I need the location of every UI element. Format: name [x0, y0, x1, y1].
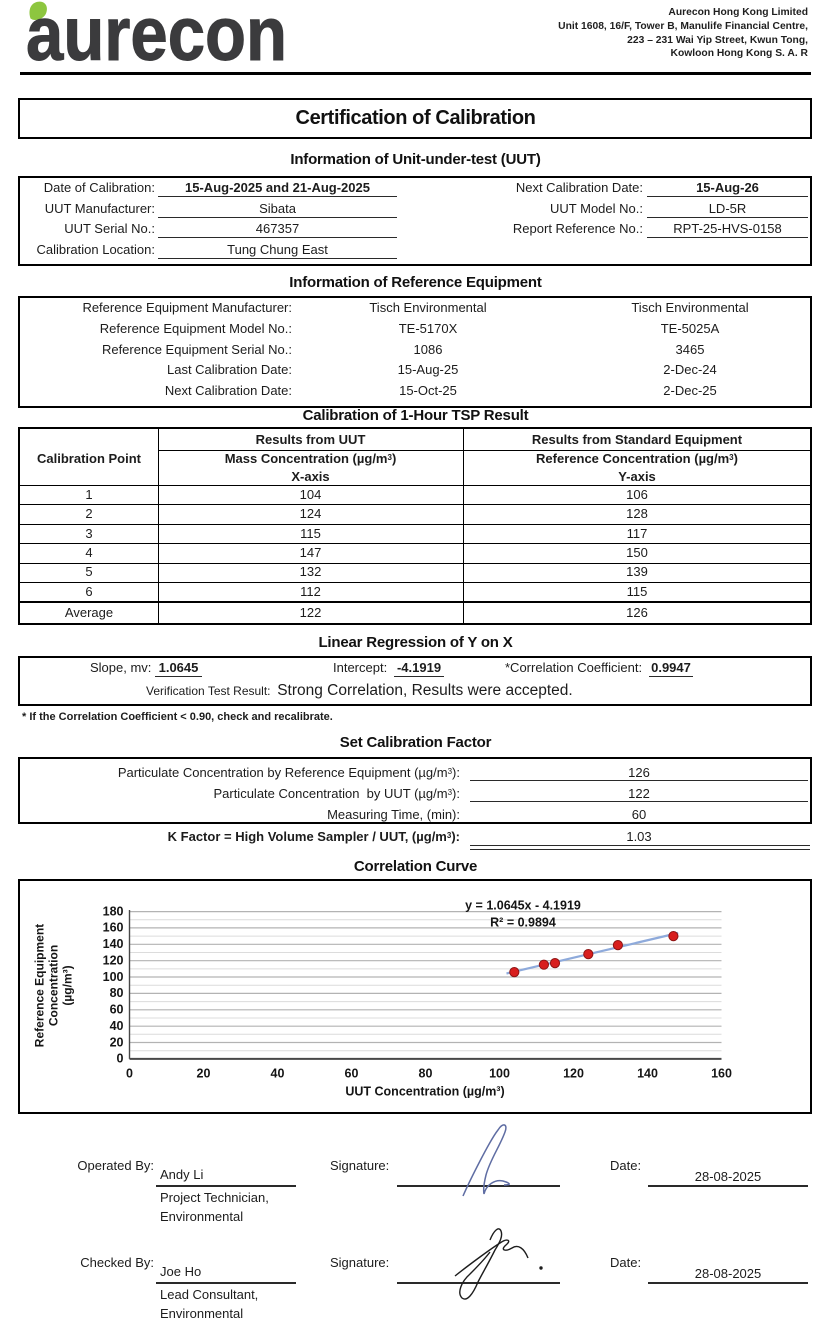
svg-text:120: 120: [563, 1066, 584, 1080]
svg-text:Reference Equipment: Reference Equipment: [32, 923, 46, 1046]
svg-text:100: 100: [489, 1066, 510, 1080]
svg-text:0: 0: [126, 1066, 133, 1080]
svg-text:20: 20: [109, 1035, 123, 1049]
svg-text:180: 180: [102, 904, 123, 918]
svg-text:40: 40: [270, 1066, 284, 1080]
svg-text:R² = 0.9894: R² = 0.9894: [490, 915, 556, 929]
svg-text:40: 40: [109, 1019, 123, 1033]
svg-text:Concentration: Concentration: [46, 944, 60, 1025]
svg-text:100: 100: [102, 969, 123, 983]
svg-text:80: 80: [109, 986, 123, 1000]
svg-text:0: 0: [116, 1051, 123, 1065]
svg-text:60: 60: [344, 1066, 358, 1080]
svg-text:80: 80: [418, 1066, 432, 1080]
svg-text:120: 120: [102, 953, 123, 967]
svg-text:160: 160: [711, 1066, 732, 1080]
svg-text:aurecon: aurecon: [26, 0, 287, 75]
svg-text:140: 140: [102, 937, 123, 951]
svg-text:20: 20: [196, 1066, 210, 1080]
svg-text:y = 1.0645x - 4.1919: y = 1.0645x - 4.1919: [465, 898, 581, 912]
svg-text:(µg/m³): (µg/m³): [60, 965, 74, 1005]
svg-text:160: 160: [102, 920, 123, 934]
svg-text:140: 140: [637, 1066, 658, 1080]
svg-text:UUT Concentration (µg/m³): UUT Concentration (µg/m³): [345, 1084, 504, 1098]
svg-text:60: 60: [109, 1002, 123, 1016]
